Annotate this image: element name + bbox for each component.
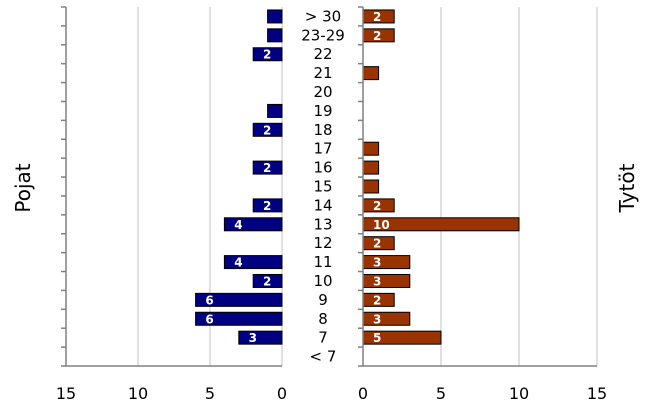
right-bar xyxy=(362,179,380,194)
right-bar xyxy=(362,311,411,326)
left-tick-label: 10 xyxy=(128,384,148,403)
right-bar xyxy=(362,141,380,156)
left-bar xyxy=(252,122,283,137)
right-bar-label: 2 xyxy=(373,10,381,24)
left-bar-label: 2 xyxy=(263,161,271,175)
category-label: > 30 xyxy=(305,7,341,25)
left-tick-label: 15 xyxy=(56,384,76,403)
right-bar-label: 5 xyxy=(373,331,381,345)
category-label: 13 xyxy=(313,215,332,233)
left-bar-label: 2 xyxy=(263,199,271,213)
category-label: 12 xyxy=(313,234,332,252)
left-bar xyxy=(252,160,283,175)
category-label: 10 xyxy=(313,272,332,290)
left-bar-label: 6 xyxy=(205,293,213,307)
left-tick-label: 5 xyxy=(205,384,215,403)
left-bar-label: 3 xyxy=(249,331,257,345)
left-bar xyxy=(252,273,283,288)
left-bar xyxy=(238,330,283,345)
category-label: < 7 xyxy=(310,348,337,366)
right-bar-label: 2 xyxy=(373,199,381,213)
right-bar xyxy=(362,273,411,288)
left-bar xyxy=(252,47,283,62)
left-bar xyxy=(195,292,283,307)
right-tick-label: 10 xyxy=(509,384,529,403)
left-bar xyxy=(195,311,283,326)
right-tick-label: 0 xyxy=(358,384,368,403)
category-label: 22 xyxy=(313,45,332,63)
category-label: 20 xyxy=(313,83,332,101)
left-bar-label: 2 xyxy=(263,123,271,137)
right-bar-label: 3 xyxy=(373,312,381,326)
right-tick-label: 5 xyxy=(436,384,446,403)
right-series-name: Tytöt xyxy=(615,163,639,213)
right-bar-label: 2 xyxy=(373,293,381,307)
left-bar xyxy=(267,28,283,43)
left-bar xyxy=(267,103,283,118)
axes xyxy=(61,6,597,367)
category-label: 23-29 xyxy=(301,26,345,44)
category-label: 15 xyxy=(313,178,332,196)
right-bars: 2 2 2 10 2 3 3 2 3 5 xyxy=(362,9,520,345)
category-label: 18 xyxy=(313,121,332,139)
category-label: 8 xyxy=(318,310,328,328)
category-label: 7 xyxy=(318,329,328,347)
category-label: 14 xyxy=(313,196,332,214)
right-bar-label: 10 xyxy=(373,218,390,232)
right-bar-label: 2 xyxy=(373,29,381,43)
right-bar-label: 3 xyxy=(373,256,381,270)
right-bar-label: 3 xyxy=(373,274,381,288)
left-bar-label: 6 xyxy=(205,312,213,326)
left-tick-label: 0 xyxy=(277,384,287,403)
tick-labels: 15 10 5 0 0 5 10 15 xyxy=(56,384,607,403)
category-label: 11 xyxy=(313,253,332,271)
left-bar xyxy=(223,217,283,232)
right-tick-label: 15 xyxy=(587,384,607,403)
category-label: 17 xyxy=(313,140,332,158)
left-bar-label: 2 xyxy=(263,48,271,62)
left-bar xyxy=(252,198,283,213)
left-series-name: Pojat xyxy=(11,163,35,212)
category-label: 19 xyxy=(313,102,332,120)
left-bars: 2 2 2 2 4 4 2 6 6 3 xyxy=(195,9,283,345)
category-label: 16 xyxy=(313,159,332,177)
right-bar-label: 2 xyxy=(373,237,381,251)
right-bar xyxy=(362,255,411,270)
category-label: 21 xyxy=(313,64,332,82)
left-bar xyxy=(267,9,283,24)
category-label: 9 xyxy=(318,291,328,309)
category-labels: > 3023-2922212019181716151413121110987< … xyxy=(301,7,345,365)
left-bar xyxy=(223,255,283,270)
left-bar-label: 4 xyxy=(234,256,242,270)
right-bar xyxy=(362,160,380,175)
left-bar-label: 2 xyxy=(263,274,271,288)
right-bar xyxy=(362,66,380,81)
left-bar-label: 4 xyxy=(234,218,242,232)
